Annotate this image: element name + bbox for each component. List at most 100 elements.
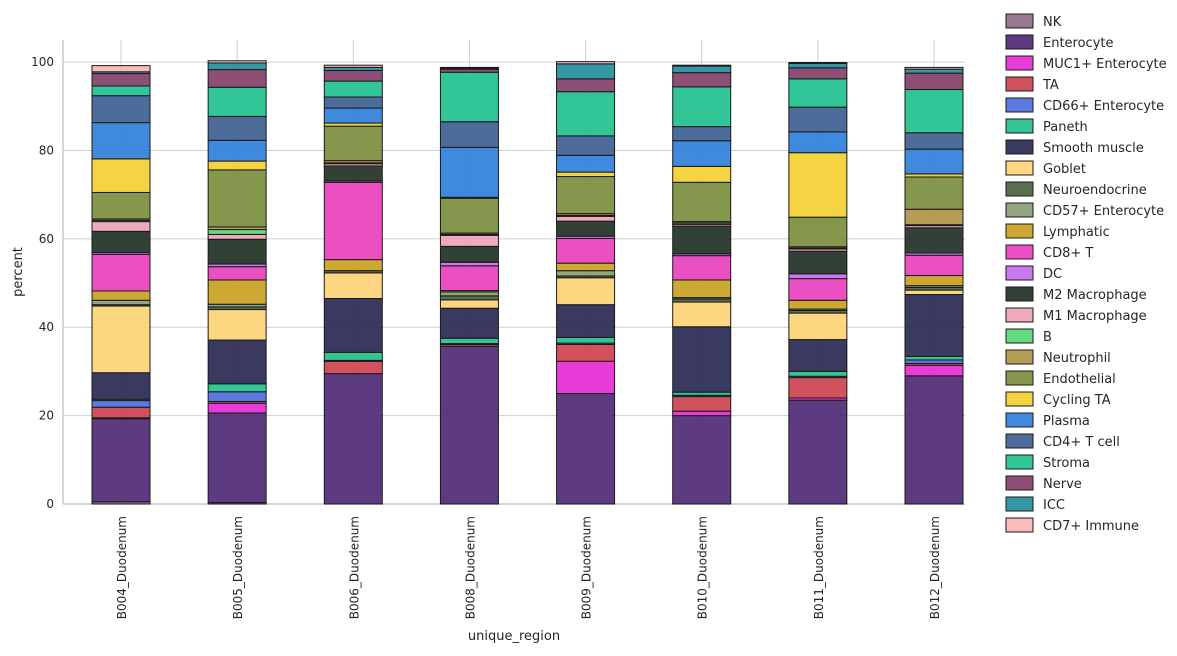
bar-segment	[672, 72, 732, 88]
bar-segment	[439, 299, 499, 309]
x-tick-label: B012_Duodenum	[928, 516, 942, 619]
x-tick-label: B010_Duodenum	[696, 516, 710, 619]
bar-segment	[323, 69, 383, 82]
legend-swatch	[1005, 244, 1034, 260]
bar-segment	[556, 220, 616, 237]
x-tick-label: B008_Duodenum	[463, 516, 477, 619]
bar-segment	[672, 140, 732, 167]
legend-swatch	[1005, 13, 1034, 29]
bar-segment	[788, 216, 848, 248]
bar-segment	[91, 253, 151, 292]
legend-swatch	[1005, 286, 1034, 302]
legend-label: CD7+ Immune	[1043, 519, 1139, 534]
bar-segment	[556, 135, 616, 156]
bar-segment	[439, 261, 499, 267]
bar-segment	[323, 125, 383, 162]
bar-segment	[672, 65, 732, 74]
bar-segment	[556, 262, 616, 272]
bar-segment	[556, 154, 616, 173]
bar-segment	[323, 107, 383, 124]
bar-segment	[556, 360, 616, 395]
legend-label: Cycling TA	[1043, 393, 1111, 408]
bar-segment	[91, 418, 151, 503]
legend-label: Paneth	[1043, 120, 1088, 135]
legend-swatch	[1005, 139, 1034, 155]
bar-segment	[788, 399, 848, 505]
bar-segment	[904, 88, 964, 134]
x-axis-title: unique_region	[468, 629, 560, 644]
bar-segment	[788, 339, 848, 372]
legend: NK Enterocyte MUC1+ Enterocyte TA CD66+ Ente…	[1005, 13, 1167, 534]
bar-segment	[91, 85, 151, 97]
x-tick-label: B006_Duodenum	[347, 516, 361, 619]
bar-segment	[91, 122, 151, 160]
bar-segment	[672, 326, 732, 393]
bar-segment	[556, 171, 616, 178]
legend-label: Neuroendocrine	[1043, 183, 1147, 198]
bar-segment	[207, 233, 267, 240]
bar-segment	[556, 91, 616, 137]
legend-swatch	[1005, 349, 1034, 365]
bar-segment	[904, 148, 964, 175]
legend-swatch	[1005, 55, 1034, 71]
x-tick-label: B011_Duodenum	[812, 516, 826, 619]
bar-segment	[788, 370, 848, 377]
bar-segment	[91, 400, 151, 408]
bar-segment	[207, 412, 267, 504]
bar-segment	[207, 383, 267, 393]
bar-segment	[556, 343, 616, 362]
y-tick-label: 0	[46, 497, 54, 511]
legend-swatch	[1005, 97, 1034, 113]
bar-segment	[207, 391, 267, 402]
bar-segment	[904, 355, 964, 361]
bar-segment	[904, 359, 964, 364]
bar-segment	[904, 275, 964, 287]
bar-segment	[439, 234, 499, 247]
bar-segment	[556, 336, 616, 344]
bar-segment	[904, 294, 964, 357]
bar-segment	[672, 396, 732, 412]
bar-segment	[207, 229, 267, 235]
legend-label: MUC1+ Enterocyte	[1043, 57, 1167, 72]
bar-segment	[556, 270, 616, 277]
x-tick-label: B004_Duodenum	[115, 516, 129, 619]
legend-swatch	[1005, 370, 1034, 386]
bar-segment	[207, 169, 267, 228]
bar-segment	[323, 373, 383, 505]
bar-segment	[91, 290, 151, 301]
bar-segment	[672, 255, 732, 281]
legend-swatch	[1005, 412, 1034, 428]
legend-label: CD4+ T cell	[1043, 435, 1120, 450]
bar-segment	[788, 67, 848, 80]
legend-swatch	[1005, 328, 1034, 344]
bar-segment	[672, 301, 732, 328]
y-tick-label: 40	[39, 320, 54, 334]
bar-segment	[904, 254, 964, 277]
bar-segment	[672, 410, 732, 417]
bar-segment	[207, 402, 267, 414]
bar-segment	[323, 298, 383, 353]
bar-segment	[904, 68, 964, 74]
bar-segment	[904, 375, 964, 505]
y-tick-label: 100	[31, 55, 54, 69]
bar-segment	[672, 415, 732, 505]
legend-swatch	[1005, 181, 1034, 197]
legend-label: Endothelial	[1043, 372, 1116, 387]
bar-segment	[556, 277, 616, 306]
bar-segment	[91, 372, 151, 400]
legend-label: Goblet	[1043, 162, 1086, 177]
x-tick-label: B005_Duodenum	[231, 516, 245, 619]
legend-swatch	[1005, 265, 1034, 281]
bar-segment	[556, 61, 616, 65]
bar-segment	[672, 86, 732, 128]
bar-segment	[788, 106, 848, 133]
bar-segment	[904, 132, 964, 150]
legend-swatch	[1005, 34, 1034, 50]
bar-segment	[556, 63, 616, 80]
bar-segment	[788, 78, 848, 108]
x-tick-label: B009_Duodenum	[580, 516, 594, 619]
legend-label: Enterocyte	[1043, 36, 1114, 51]
legend-label: DC	[1043, 267, 1062, 282]
bar-segment	[904, 176, 964, 210]
